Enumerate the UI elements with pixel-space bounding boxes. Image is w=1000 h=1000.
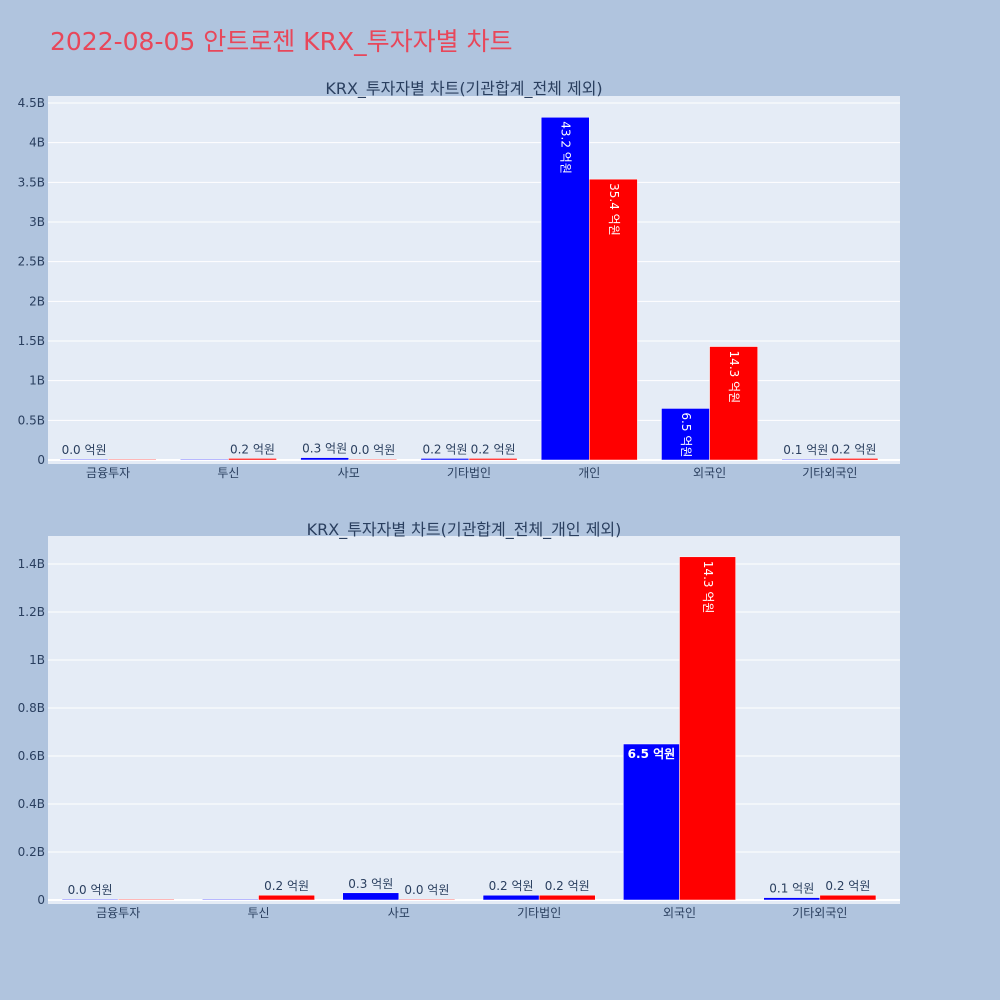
data-label: 14.3 억원: [701, 561, 715, 614]
x-tick-label: 금융투자: [86, 466, 130, 480]
bar: [228, 458, 277, 461]
bar: [202, 898, 259, 901]
bar: [468, 458, 518, 461]
page-title: 2022-08-05 안트로젠 KRX_투자자별 차트: [50, 27, 513, 56]
data-label: 35.4 억원: [607, 183, 621, 236]
data-label: 0.3 억원: [348, 877, 393, 891]
data-label: 0.0 억원: [404, 883, 449, 897]
bar: [482, 894, 540, 901]
x-tick-label: 기타법인: [447, 466, 491, 480]
bar: [117, 898, 175, 901]
data-label: 0.0 억원: [350, 443, 395, 457]
y-tick-label: 1B: [29, 374, 45, 388]
x-tick-label: 개인: [578, 466, 600, 480]
data-label: 0.2 억원: [831, 442, 876, 456]
bar: [342, 892, 400, 901]
bar: [300, 457, 349, 461]
bar: [420, 458, 470, 461]
y-tick-label: 0.8B: [18, 701, 45, 715]
bar: [679, 556, 736, 901]
y-tick-label: 3B: [29, 215, 45, 229]
bar: [661, 408, 710, 461]
bar: [540, 117, 590, 461]
y-tick-label: 1.5B: [18, 334, 45, 348]
x-tick-label: 기타외국인: [792, 906, 847, 920]
data-label: 14.3 억원: [727, 351, 741, 404]
chart-2: KRX_투자자별 차트(기관합계_전체_개인 제외) 0 0.2B 0.4B 0.6B 0…: [18, 520, 900, 920]
y-tick-label: 1.2B: [18, 605, 45, 619]
chart-title: KRX_투자자별 차트(기관합계_전체_개인 제외): [307, 520, 622, 540]
bar: [348, 458, 398, 461]
x-tick-label: 금융투자: [96, 906, 140, 920]
data-label: 43.2 억원: [559, 121, 573, 174]
data-label: 6.5 억원: [679, 412, 693, 457]
bar: [258, 894, 315, 901]
y-tick-label: 0.6B: [18, 749, 45, 763]
x-tick-label: 기타외국인: [802, 466, 857, 480]
y-tick-label: 0: [37, 893, 45, 907]
bar: [781, 458, 831, 461]
x-tick-label: 투신: [247, 906, 269, 920]
data-label: 0.2 억원: [545, 879, 590, 893]
y-tick-label: 0: [37, 453, 45, 467]
data-label: 0.3 억원: [302, 442, 347, 456]
y-tick-label: 1B: [29, 653, 45, 667]
data-label: 6.5 억원: [628, 747, 676, 761]
x-tick-label: 기타법인: [517, 906, 561, 920]
data-label: 0.2 억원: [230, 442, 275, 456]
x-tick-label: 투신: [217, 466, 239, 480]
y-tick-label: 4B: [29, 136, 45, 150]
y-tick-label: 2B: [29, 294, 45, 308]
x-tick-label: 외국인: [663, 906, 696, 920]
plot-area: [48, 536, 900, 904]
data-label: 0.2 억원: [489, 879, 534, 893]
y-tick-label: 4.5B: [18, 96, 45, 110]
y-tick-label: 3.5B: [18, 175, 45, 189]
y-tick-label: 0.4B: [18, 797, 45, 811]
data-label: 0.2 억원: [422, 442, 467, 456]
data-label: 0.0 억원: [62, 443, 107, 457]
bar: [709, 346, 758, 461]
bar: [107, 458, 157, 461]
data-label: 0.0 억원: [68, 883, 113, 897]
bar: [398, 898, 456, 901]
bar: [59, 458, 109, 461]
chart-1: KRX_투자자별 차트(기관합계_전체 제외) 0 0.5B 1B 1.5B 2B 2.5B…: [18, 79, 900, 480]
bar: [589, 178, 638, 461]
data-label: 0.1 억원: [769, 882, 814, 896]
y-tick-label: 0.2B: [18, 845, 45, 859]
data-label: 0.1 억원: [783, 443, 828, 457]
y-tick-label: 0.5B: [18, 413, 45, 427]
data-label: 0.2 억원: [825, 879, 870, 893]
x-tick-label: 사모: [338, 466, 360, 480]
bar: [61, 898, 119, 901]
x-tick-label: 외국인: [693, 466, 726, 480]
bar: [538, 894, 596, 901]
chart-title: KRX_투자자별 차트(기관합계_전체 제외): [325, 79, 602, 99]
plot-area: [48, 96, 900, 464]
data-label: 0.2 억원: [471, 442, 516, 456]
y-tick-label: 2.5B: [18, 255, 45, 269]
bar: [763, 897, 821, 901]
y-tick-label: 1.4B: [18, 557, 45, 571]
x-tick-label: 사모: [388, 906, 410, 920]
bar: [623, 743, 680, 901]
bar: [819, 894, 877, 901]
bar: [180, 458, 229, 461]
data-label: 0.2 억원: [264, 879, 309, 893]
bar: [829, 458, 879, 461]
